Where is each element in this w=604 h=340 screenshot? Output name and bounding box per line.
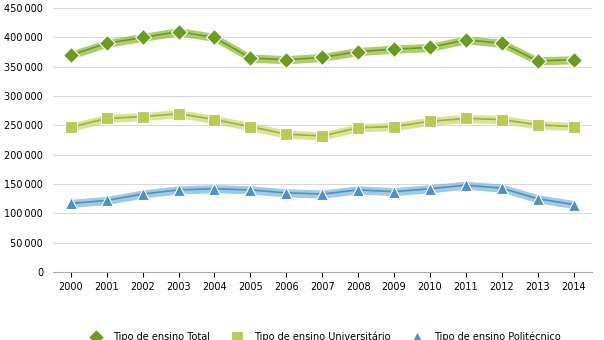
Tipo de ensino Universitário: [67, 125, 74, 129]
Tipo de ensino Universitário: [426, 119, 434, 123]
Tipo de ensino Politécnico: [211, 187, 218, 191]
Tipo de ensino Politécnico: [570, 203, 577, 207]
Tipo de ensino Politécnico: [462, 183, 469, 187]
Tipo de ensino Total: [175, 30, 182, 34]
Tipo de ensino Universitário: [247, 124, 254, 129]
Tipo de ensino Universitário: [103, 116, 111, 120]
Line: Tipo de ensino Total: Tipo de ensino Total: [65, 26, 579, 67]
Tipo de ensino Politécnico: [175, 188, 182, 192]
Tipo de ensino Total: [211, 35, 218, 39]
Tipo de ensino Total: [534, 59, 541, 63]
Tipo de ensino Total: [355, 50, 362, 54]
Tipo de ensino Total: [462, 38, 469, 42]
Tipo de ensino Politécnico: [355, 188, 362, 192]
Tipo de ensino Politécnico: [103, 199, 111, 203]
Tipo de ensino Total: [283, 58, 290, 62]
Tipo de ensino Politécnico: [390, 190, 397, 194]
Tipo de ensino Total: [426, 46, 434, 50]
Line: Tipo de ensino Politécnico: Tipo de ensino Politécnico: [65, 180, 579, 210]
Tipo de ensino Politécnico: [426, 187, 434, 191]
Tipo de ensino Universitário: [175, 112, 182, 116]
Tipo de ensino Politécnico: [247, 188, 254, 192]
Tipo de ensino Total: [139, 35, 146, 39]
Tipo de ensino Total: [570, 58, 577, 62]
Tipo de ensino Universitário: [355, 126, 362, 130]
Tipo de ensino Politécnico: [498, 186, 506, 190]
Legend: Tipo de ensino Total, Tipo de ensino Universitário, Tipo de ensino Politécnico: Tipo de ensino Total, Tipo de ensino Uni…: [80, 328, 565, 340]
Tipo de ensino Total: [103, 41, 111, 45]
Tipo de ensino Total: [247, 56, 254, 60]
Tipo de ensino Universitário: [462, 116, 469, 120]
Tipo de ensino Total: [67, 53, 74, 57]
Tipo de ensino Total: [498, 41, 506, 45]
Tipo de ensino Universitário: [534, 123, 541, 127]
Tipo de ensino Universitário: [390, 124, 397, 129]
Tipo de ensino Politécnico: [67, 201, 74, 205]
Tipo de ensino Universitário: [498, 118, 506, 122]
Tipo de ensino Total: [390, 47, 397, 51]
Tipo de ensino Politécnico: [534, 197, 541, 201]
Tipo de ensino Politécnico: [318, 192, 326, 196]
Tipo de ensino Universitário: [570, 124, 577, 129]
Tipo de ensino Total: [318, 55, 326, 59]
Line: Tipo de ensino Universitário: Tipo de ensino Universitário: [65, 108, 579, 141]
Tipo de ensino Politécnico: [283, 191, 290, 195]
Tipo de ensino Universitário: [211, 118, 218, 122]
Tipo de ensino Universitário: [283, 132, 290, 136]
Tipo de ensino Politécnico: [139, 192, 146, 196]
Tipo de ensino Universitário: [318, 134, 326, 138]
Tipo de ensino Universitário: [139, 115, 146, 119]
